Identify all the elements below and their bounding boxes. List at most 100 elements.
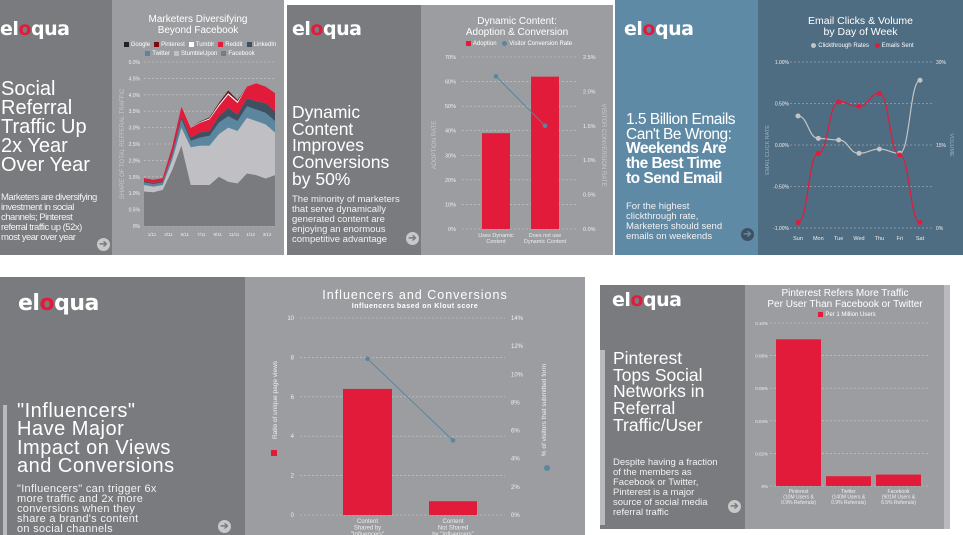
legend-swatch bbox=[173, 50, 179, 56]
area-series-linkedin bbox=[144, 98, 275, 185]
tile-edge bbox=[3, 405, 7, 535]
legend-swatch bbox=[811, 43, 817, 48]
x-category-label: 0.9% Referrals) bbox=[781, 500, 816, 506]
bar bbox=[531, 76, 559, 230]
y-tick-label: 6 bbox=[291, 395, 295, 401]
x-tick-label: Sun bbox=[793, 236, 803, 242]
tile-headline: Pinterest Tops Social Networks in Referr… bbox=[613, 349, 704, 433]
tile-social-referral[interactable] bbox=[0, 0, 112, 255]
arrow-right-icon[interactable]: ➔ bbox=[741, 228, 754, 241]
y-tick-label: 0 bbox=[291, 513, 295, 519]
y2-tick-label: 4% bbox=[511, 457, 520, 463]
line-point bbox=[856, 150, 862, 156]
headline-line: Social bbox=[1, 78, 56, 100]
tile-headline: 1.5 Billion Emails Can't Be Wrong: Weeke… bbox=[626, 111, 736, 187]
y-axis-label: ADOPTION RATE bbox=[432, 121, 438, 170]
headline-line: Can't Be Wrong: bbox=[626, 125, 732, 143]
line-point bbox=[795, 219, 801, 225]
headline-line: and Conversions bbox=[17, 455, 175, 478]
tile-headline: Dynamic Content Improves Conversions by … bbox=[292, 102, 389, 187]
tile-edge bbox=[600, 350, 605, 525]
legend-label: Visitor Conversion Rate bbox=[509, 41, 573, 48]
legend-label: Adoption bbox=[472, 41, 497, 48]
x-category-label: Content bbox=[486, 239, 506, 245]
y2-tick-label: 12% bbox=[511, 344, 524, 350]
tile-pinterest[interactable] bbox=[600, 285, 745, 529]
headline-line: Improves bbox=[292, 135, 364, 156]
y-tick-label: 5.0% bbox=[129, 60, 141, 66]
y-tick-label: 50% bbox=[445, 104, 456, 110]
y-tick-label: 0.06% bbox=[755, 386, 768, 391]
body-line: Facebook or Twitter, bbox=[613, 476, 699, 488]
x-category-label: "Influencers" bbox=[351, 532, 385, 535]
x-category-label: 6.5% Referrals) bbox=[881, 500, 916, 506]
legend-swatch bbox=[188, 41, 194, 47]
headline-line: Dynamic bbox=[292, 102, 361, 122]
y2-tick-label: 10% bbox=[511, 372, 524, 378]
headline-line: Traffic Up bbox=[1, 116, 87, 138]
legend-label: Tumblr bbox=[195, 42, 215, 48]
y-tick-label: 0.00% bbox=[775, 143, 790, 149]
legend-label: StumbleUpon bbox=[180, 51, 218, 57]
x-category-label: 0.9% Referrals) bbox=[831, 500, 866, 506]
x-category-label: Content bbox=[357, 519, 378, 525]
legend-swatch bbox=[145, 50, 151, 56]
y-tick-label: -1.00% bbox=[773, 226, 789, 232]
legend-swatch bbox=[218, 41, 224, 47]
tile-headline: "Influencers" Have Major Impact on Views… bbox=[17, 401, 175, 478]
line-point bbox=[856, 103, 862, 109]
headline-line: Over Year bbox=[1, 154, 90, 176]
x-category-label: Content bbox=[442, 519, 463, 525]
body-line: of the members as bbox=[613, 466, 692, 478]
line-series bbox=[797, 79, 921, 154]
legend-label: Google bbox=[130, 42, 151, 48]
tile-email-weekends[interactable] bbox=[615, 0, 758, 255]
line-point bbox=[876, 91, 882, 97]
headline-line: 2x Year bbox=[1, 135, 68, 157]
tile-dynamic-content[interactable] bbox=[287, 5, 421, 255]
line-point bbox=[836, 99, 842, 105]
legend: Adoption Visitor Conversion Rate bbox=[421, 41, 613, 47]
y2-tick-label: 1.5% bbox=[583, 124, 596, 130]
y2-tick-label: 8% bbox=[511, 400, 520, 406]
line-point bbox=[836, 137, 842, 143]
title-line: Beyond Facebook bbox=[157, 24, 239, 36]
bar bbox=[343, 388, 392, 515]
line-point bbox=[815, 135, 821, 141]
legend-label: Facebook bbox=[228, 51, 255, 57]
title-line: by Day of Week bbox=[823, 26, 898, 39]
legend-label: Per 1 Million Users bbox=[825, 312, 876, 319]
arrow-right-icon[interactable]: ➔ bbox=[97, 238, 110, 251]
headline-line: 1.5 Billion Emails bbox=[626, 111, 736, 128]
line-point bbox=[493, 73, 499, 79]
legend-swatch bbox=[123, 41, 129, 47]
bar bbox=[876, 474, 921, 486]
y-tick-label: 2 bbox=[291, 474, 295, 480]
y-tick-label: 3.5% bbox=[129, 109, 141, 115]
headline-bold-line: the Best Time bbox=[626, 155, 721, 173]
y-tick-label: 60% bbox=[445, 80, 456, 86]
title-line: Adoption & Conversion bbox=[465, 26, 569, 38]
y-axis-label: Ratio of unique page views bbox=[272, 360, 279, 439]
area-series-reddit bbox=[144, 83, 275, 184]
body-line: generated content are bbox=[292, 213, 385, 225]
arrow-right-icon[interactable]: ➔ bbox=[406, 232, 419, 245]
body-line: Pinterest is a major bbox=[613, 486, 695, 498]
y2-tick-label: 2.5% bbox=[583, 55, 596, 61]
y-tick-label: 2.0% bbox=[129, 158, 141, 164]
arrow-right-icon[interactable]: ➔ bbox=[728, 500, 741, 513]
tile-influencers[interactable] bbox=[0, 277, 245, 535]
eloqua-logo: eloqua bbox=[0, 18, 70, 40]
area-series-stumbleupon bbox=[144, 117, 275, 193]
chart-title: Marketers Diversifying Beyond Facebook bbox=[112, 14, 284, 36]
legend-swatch bbox=[154, 41, 160, 47]
x-category-label: Shared by bbox=[354, 526, 381, 532]
x-tick-label: 1/11 bbox=[148, 232, 157, 237]
chart-panel-influencers bbox=[245, 277, 585, 535]
body-line: most year over year bbox=[1, 231, 76, 243]
body-line: conversions when they bbox=[17, 503, 136, 516]
x-tick-label: 5/11 bbox=[181, 232, 190, 237]
legend-label: LinkedIn bbox=[253, 42, 277, 48]
arrow-right-icon[interactable]: ➔ bbox=[218, 520, 231, 533]
